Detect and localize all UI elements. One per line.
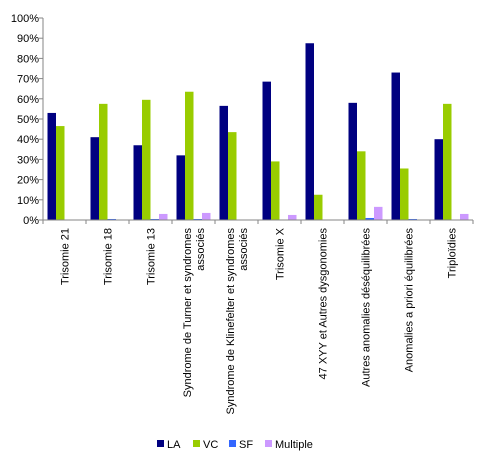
x-category-label: 47 XYY et Autres dysgonomies [318, 228, 330, 380]
x-category-label: Autres anomalies déséquilibrées [361, 228, 373, 387]
legend-swatch [229, 440, 236, 447]
bar-la [90, 137, 99, 220]
y-axis: 0% 10% 20% 30% 40% 50% 60% 70% 80% 90% 100% [11, 13, 44, 227]
bar-la [348, 102, 357, 220]
y-tick-label: 30% [17, 154, 39, 166]
legend: LA VC SF Multiple [157, 439, 313, 451]
legend-label: VC [203, 439, 218, 451]
x-category-label: Anomalies a priori équilibrées [404, 228, 416, 373]
bar-la [391, 72, 400, 220]
y-tick-label: 100% [11, 13, 39, 25]
bar-multiple [202, 212, 211, 220]
bar-sf [408, 218, 417, 220]
y-tick-label: 80% [17, 53, 39, 65]
x-category-label: associés [238, 228, 250, 271]
y-tick-label: 60% [17, 94, 39, 106]
bar-sf [365, 217, 374, 220]
bar-vc [443, 103, 452, 220]
bar-la [305, 43, 314, 220]
bar-vc [357, 151, 366, 220]
x-category-label: Trisomie 21 [60, 228, 72, 285]
x-category-label: Trisomie X [275, 227, 287, 280]
bar-vc [185, 91, 194, 220]
bar-vc [56, 126, 65, 220]
bar-multiple [374, 206, 383, 220]
y-tick-label: 70% [17, 74, 39, 86]
bars [47, 43, 469, 220]
legend-label: SF [239, 439, 253, 451]
legend-label: LA [167, 439, 181, 451]
y-tick-label: 90% [17, 33, 39, 45]
legend-label: Multiple [275, 439, 313, 451]
bar-la [133, 145, 142, 220]
x-category-label: Trisomie 18 [103, 228, 115, 285]
bar-la [47, 112, 56, 220]
bar-la [176, 155, 185, 220]
y-tick-label: 0% [23, 215, 39, 227]
bar-la [262, 81, 271, 220]
x-axis: Trisomie 21 Trisomie 18 Trisomie 13 Syndrom… [42, 219, 474, 415]
bar-vc [271, 161, 280, 220]
bar-multiple [159, 213, 168, 220]
bar-vc [228, 132, 237, 220]
bar-vc [142, 99, 151, 220]
bar-sf [193, 218, 202, 220]
y-tick-label: 10% [17, 195, 39, 207]
x-category-label: Trisomie 13 [146, 228, 158, 285]
bar-multiple [460, 213, 469, 220]
x-category-label: Syndrome de Turner et syndromes [182, 228, 194, 398]
y-tick-label: 40% [17, 134, 39, 146]
y-tick-label: 20% [17, 175, 39, 187]
legend-swatch [157, 440, 164, 447]
bar-vc [99, 103, 108, 220]
x-category-label: associés [195, 228, 207, 271]
x-category-label: Syndrome de Klinefelter et syndromes [225, 228, 237, 415]
bar-multiple [288, 214, 297, 220]
y-tick-label: 50% [17, 114, 39, 126]
bar-la [434, 139, 443, 220]
bar-sf [107, 218, 116, 220]
bar-vc [314, 194, 323, 220]
legend-swatch [193, 440, 200, 447]
legend-swatch [265, 440, 272, 447]
bar-vc [400, 168, 409, 220]
bar-la [219, 105, 228, 220]
bar-sf [150, 218, 159, 220]
x-category-label: Triploïdies [447, 228, 459, 279]
